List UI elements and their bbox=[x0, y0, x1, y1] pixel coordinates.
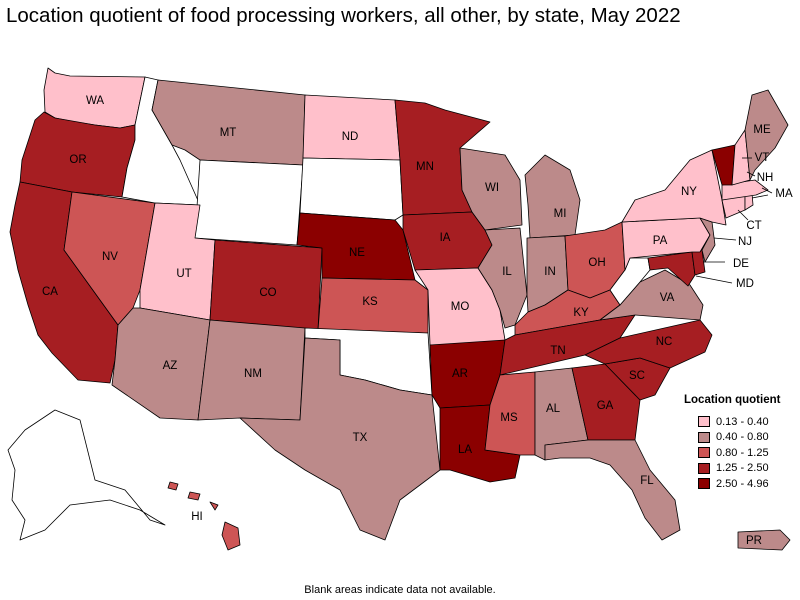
leader-MA bbox=[761, 187, 773, 194]
label-DE: DE bbox=[733, 258, 749, 270]
map-title: Location quotient of food processing wor… bbox=[6, 4, 681, 27]
state-TX[interactable] bbox=[239, 337, 441, 541]
label-LA: LA bbox=[458, 444, 472, 456]
state-WI[interactable] bbox=[459, 147, 523, 231]
label-AL: AL bbox=[546, 403, 561, 415]
label-WI: WI bbox=[485, 182, 499, 194]
label-OR: OR bbox=[69, 154, 86, 166]
label-UT: UT bbox=[176, 268, 191, 280]
state-labels: WA OR CA NV MT UT AZ CO NM ND NE KS TX M… bbox=[42, 95, 793, 547]
state-WY[interactable] bbox=[194, 159, 304, 246]
label-GA: GA bbox=[597, 400, 614, 412]
label-AR: AR bbox=[452, 368, 468, 380]
state-CO[interactable] bbox=[209, 239, 323, 331]
legend-swatch bbox=[698, 478, 710, 490]
leader-MD bbox=[695, 275, 733, 284]
label-MS: MS bbox=[500, 412, 518, 424]
state-NY[interactable] bbox=[621, 149, 727, 226]
label-AZ: AZ bbox=[163, 360, 178, 372]
leader-NJ bbox=[713, 237, 737, 241]
leader-NH bbox=[746, 171, 756, 177]
label-IN: IN bbox=[544, 266, 556, 278]
legend-row: 0.80 - 1.25 bbox=[684, 445, 794, 461]
state-PR[interactable] bbox=[737, 529, 791, 551]
label-TN: TN bbox=[550, 345, 565, 357]
label-KY: KY bbox=[573, 307, 589, 319]
state-SD[interactable] bbox=[299, 157, 404, 221]
legend-title: Location quotient bbox=[684, 394, 781, 406]
label-IA: IA bbox=[440, 232, 451, 244]
label-MT: MT bbox=[220, 127, 237, 139]
legend-label: 2.50 - 4.96 bbox=[716, 477, 769, 490]
legend-label: 0.13 - 0.40 bbox=[716, 415, 769, 428]
label-MN: MN bbox=[416, 161, 434, 173]
label-NV: NV bbox=[102, 251, 118, 263]
legend-row: 0.13 - 0.40 bbox=[684, 414, 794, 430]
legend-row: 2.50 - 4.96 bbox=[684, 476, 794, 492]
label-NY: NY bbox=[681, 186, 697, 198]
label-CT: CT bbox=[746, 220, 761, 232]
label-TX: TX bbox=[353, 432, 368, 444]
label-SC: SC bbox=[629, 370, 645, 382]
legend-row: 1.25 - 2.50 bbox=[684, 461, 794, 477]
label-NJ: NJ bbox=[738, 236, 752, 248]
state-MI[interactable] bbox=[524, 154, 581, 239]
state-ME[interactable] bbox=[744, 89, 789, 181]
label-MO: MO bbox=[451, 301, 470, 313]
label-MI: MI bbox=[554, 208, 567, 220]
footnote: Blank areas indicate data not available. bbox=[304, 584, 496, 596]
legend-label: 0.80 - 1.25 bbox=[716, 446, 769, 459]
label-HI: HI bbox=[191, 511, 203, 523]
state-KS[interactable] bbox=[317, 277, 429, 334]
leader-CT bbox=[737, 209, 749, 221]
label-WA: WA bbox=[86, 95, 104, 107]
legend-swatch bbox=[698, 447, 710, 459]
label-VA: VA bbox=[660, 292, 675, 304]
label-PR: PR bbox=[746, 535, 762, 547]
state-AZ[interactable] bbox=[111, 307, 211, 421]
label-NE: NE bbox=[349, 247, 365, 259]
state-AK[interactable] bbox=[7, 409, 166, 541]
state-IL[interactable] bbox=[477, 227, 528, 329]
label-NH: NH bbox=[757, 172, 774, 184]
state-HI[interactable] bbox=[167, 481, 241, 551]
label-IL: IL bbox=[502, 266, 512, 278]
label-OH: OH bbox=[588, 257, 605, 269]
state-MA[interactable] bbox=[721, 179, 769, 201]
legend-swatch bbox=[698, 416, 710, 428]
legend-label: 0.40 - 0.80 bbox=[716, 431, 769, 444]
label-FL: FL bbox=[640, 475, 654, 487]
label-MA: MA bbox=[775, 188, 793, 200]
leader-RI bbox=[751, 194, 769, 199]
label-ND: ND bbox=[342, 131, 359, 143]
label-NM: NM bbox=[244, 368, 262, 380]
label-CA: CA bbox=[42, 286, 58, 298]
legend: Location quotient 0.13 - 0.40 0.40 - 0.8… bbox=[684, 394, 794, 492]
state-NC[interactable] bbox=[584, 319, 713, 369]
state-ND[interactable] bbox=[302, 94, 401, 161]
label-NC: NC bbox=[656, 336, 673, 348]
state-FL[interactable] bbox=[544, 439, 681, 541]
legend-swatch bbox=[698, 462, 710, 474]
label-PA: PA bbox=[653, 235, 668, 247]
label-CO: CO bbox=[259, 287, 276, 299]
legend-label: 1.25 - 2.50 bbox=[716, 462, 769, 475]
label-VT: VT bbox=[755, 152, 770, 164]
state-TN[interactable] bbox=[499, 314, 636, 376]
label-MD: MD bbox=[736, 278, 754, 290]
label-ME: ME bbox=[753, 124, 771, 136]
legend-swatch bbox=[698, 431, 710, 443]
label-KS: KS bbox=[362, 296, 378, 308]
legend-row: 0.40 - 0.80 bbox=[684, 430, 794, 446]
